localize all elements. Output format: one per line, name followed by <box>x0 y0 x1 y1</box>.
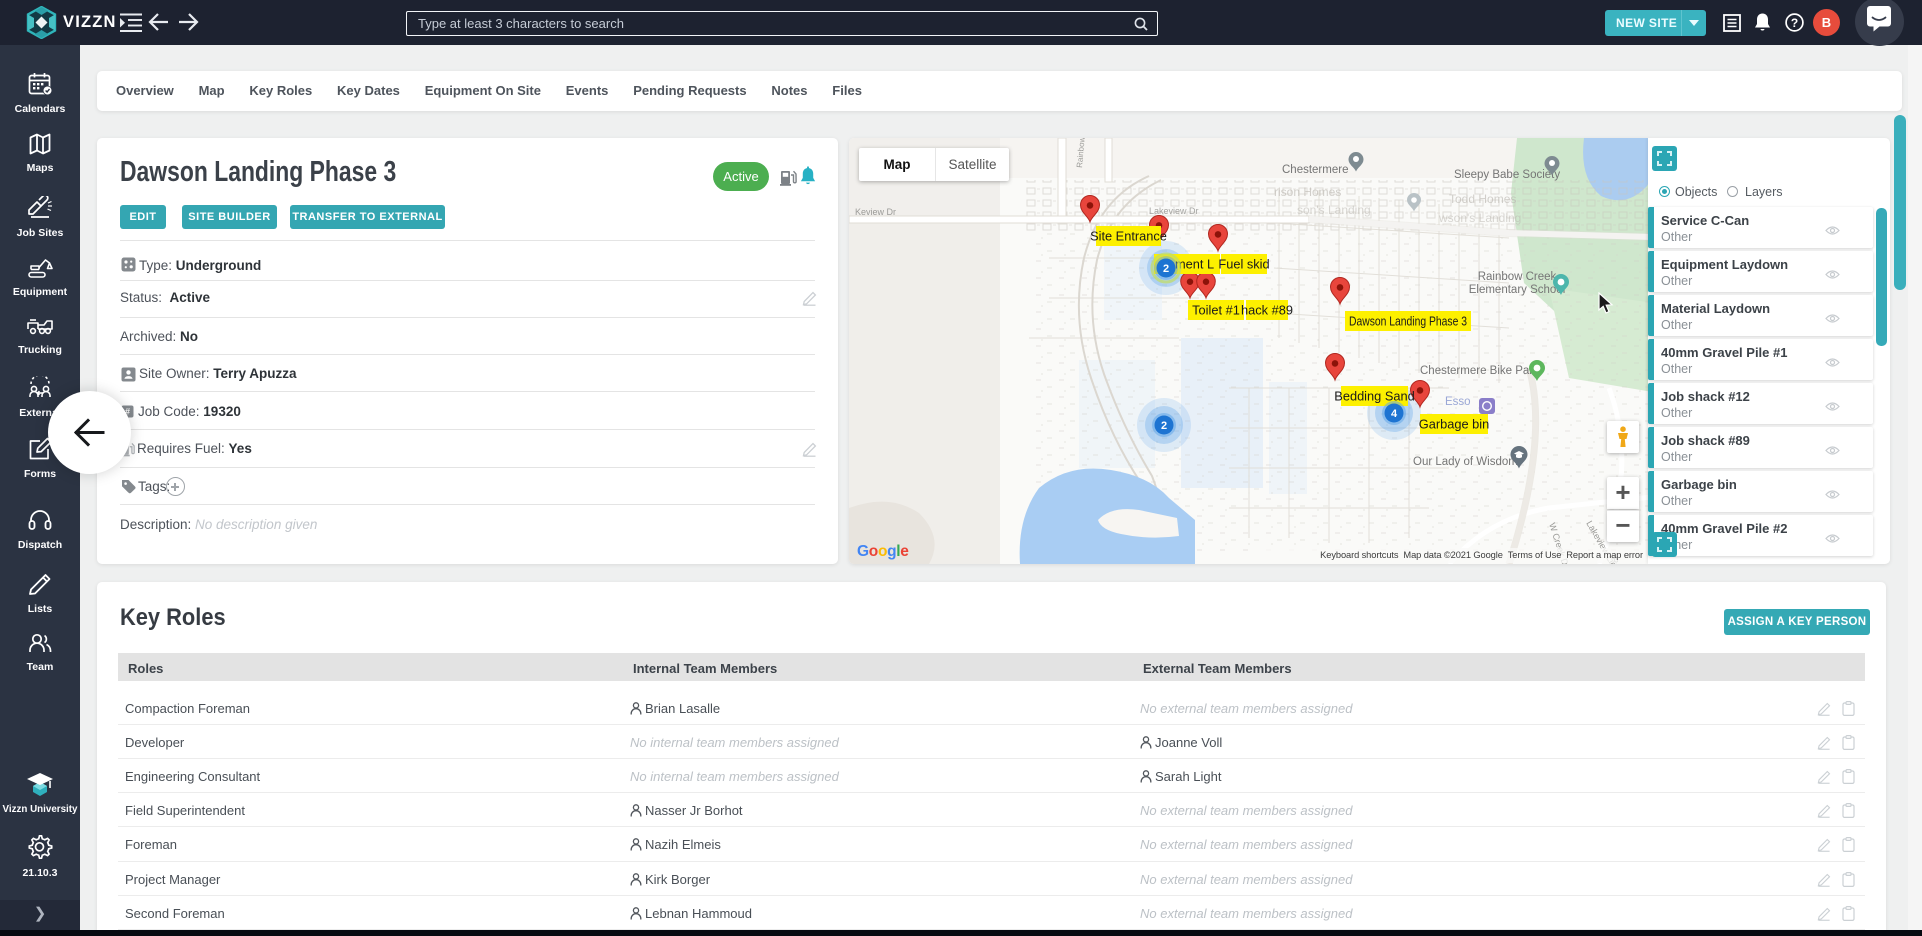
svg-text:Site Entrance: Site Entrance <box>1090 229 1167 244</box>
svg-text:Garbage bin: Garbage bin <box>1419 417 1489 432</box>
svg-text:?: ? <box>1791 16 1798 30</box>
svg-text:wson's Landing: wson's Landing <box>1438 211 1521 225</box>
svg-text:Fuel skid: Fuel skid <box>1218 257 1269 272</box>
svg-text:Our Lady of Wisdom: Our Lady of Wisdom <box>1413 456 1518 468</box>
svg-text:rison Homes: rison Homes <box>1274 185 1341 199</box>
svg-text:hack #89: hack #89 <box>1241 303 1293 318</box>
svg-text:Esso: Esso <box>1445 396 1471 408</box>
svg-text:4: 4 <box>1391 408 1398 420</box>
svg-text:son's Landing: son's Landing <box>1297 203 1371 217</box>
svg-text:2: 2 <box>1163 263 1169 275</box>
svg-text:Rainbow Creek: Rainbow Creek <box>1478 271 1557 283</box>
svg-text:Sleepy Babe Society: Sleepy Babe Society <box>1454 169 1560 181</box>
svg-text:Elementary School: Elementary School <box>1469 284 1566 296</box>
svg-text:Rainbow Rd: Rainbow Rd <box>1075 138 1088 168</box>
svg-text:Chestermere Bike Park: Chestermere Bike Park <box>1420 365 1539 377</box>
svg-text:#: # <box>125 407 130 417</box>
svg-text:Dawson Landing Phase 3: Dawson Landing Phase 3 <box>1349 314 1467 329</box>
svg-text:Todd Homes: Todd Homes <box>1449 192 1516 206</box>
svg-text:Keview Dr: Keview Dr <box>855 207 896 217</box>
svg-text:2: 2 <box>1161 420 1167 432</box>
svg-text:Bedding Sand: Bedding Sand <box>1334 389 1414 404</box>
svg-text:Lakeview Dr: Lakeview Dr <box>1149 206 1199 216</box>
svg-text:Toilet #1: Toilet #1 <box>1192 303 1240 318</box>
svg-text:Chestermere: Chestermere <box>1282 164 1348 176</box>
